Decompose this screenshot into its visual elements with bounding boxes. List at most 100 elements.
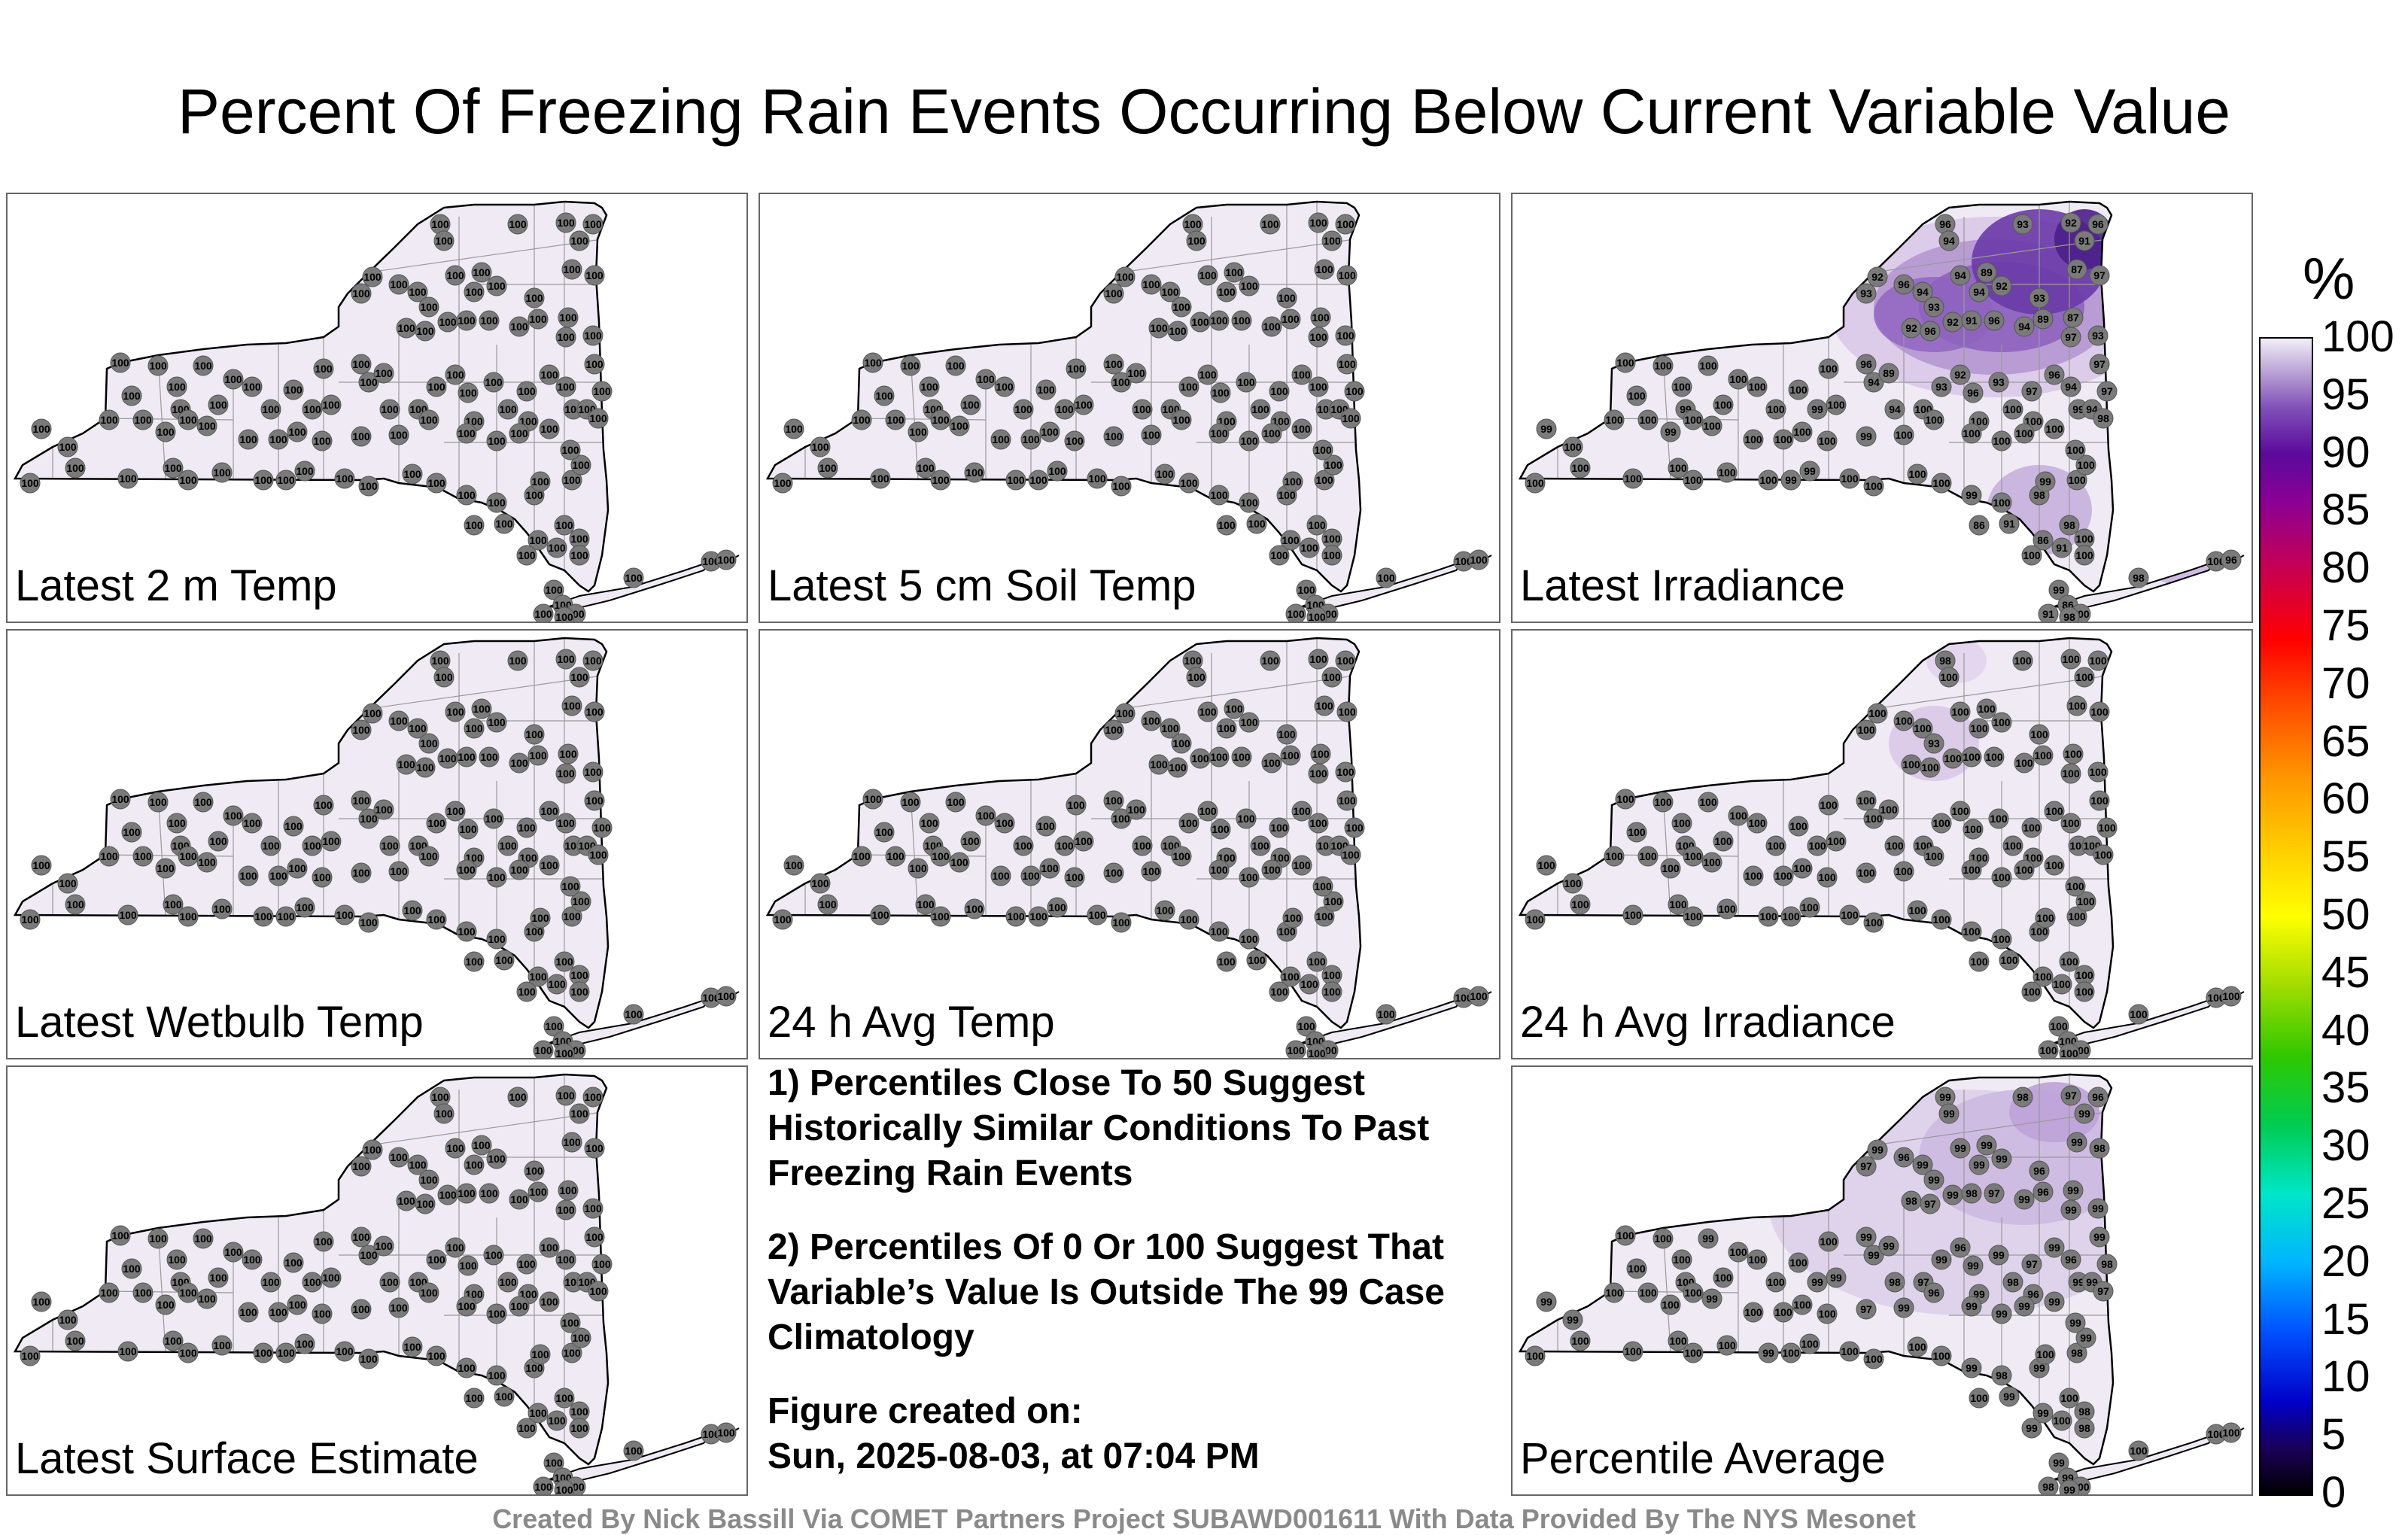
station-marker: 100	[1073, 394, 1094, 415]
station-marker: 100	[1961, 746, 1982, 768]
station-marker: 100	[1716, 462, 1738, 483]
station-value: 100	[1662, 1299, 1680, 1311]
station-marker: 100	[949, 415, 970, 436]
station-marker: 100	[555, 1085, 576, 1106]
county-boundary	[1873, 239, 2108, 273]
station-marker: 99	[1780, 470, 1801, 491]
station-dot	[1103, 790, 1124, 811]
station-dot	[1743, 1302, 1764, 1323]
station-value: 100	[439, 752, 457, 764]
panel-label: Latest 5 cm Soil Temp	[768, 561, 1196, 610]
station-marker: 100	[1525, 909, 1546, 930]
station-marker: 87	[2066, 259, 2087, 280]
station-value: 98	[2078, 1406, 2090, 1418]
station-value: 100	[1218, 722, 1236, 734]
station-marker: 100	[178, 409, 199, 430]
station-value: 100	[390, 715, 408, 727]
station-marker: 99	[2048, 579, 2069, 600]
station-marker: 100	[1991, 867, 2012, 888]
station-value: 100	[1345, 385, 1364, 397]
station-dot	[2075, 891, 2096, 912]
station-marker: 100	[1728, 369, 1749, 390]
station-dot	[2059, 951, 2080, 972]
station-marker: 100	[555, 376, 576, 397]
station-marker: 100	[2060, 763, 2081, 784]
station-marker: 99	[1976, 1135, 1997, 1156]
station-dot	[584, 790, 605, 811]
station-value: 100	[2075, 533, 2093, 545]
station-value: 100	[66, 1335, 84, 1347]
station-value: 100	[529, 534, 547, 546]
station-marker: 94	[1884, 399, 1905, 420]
station-dot	[479, 1183, 500, 1204]
station-marker: 100	[1239, 929, 1260, 950]
station-value: 100	[164, 462, 182, 474]
station-dot	[1839, 904, 1860, 926]
station-marker: 100	[1622, 468, 1643, 489]
station-dot	[1246, 513, 1267, 534]
station-dot	[147, 792, 169, 813]
station-dot	[283, 816, 304, 837]
station-marker: 99	[1867, 1139, 1888, 1160]
station-marker: 100	[351, 719, 372, 740]
station-value: 100	[1951, 805, 1969, 817]
station-dot	[1863, 912, 1884, 933]
station-marker: 100	[211, 1335, 233, 1356]
station-dot	[1988, 1245, 2009, 1266]
station-marker: 100	[2221, 1422, 2242, 1443]
station-dot	[870, 904, 891, 926]
station-value: 100	[360, 916, 378, 929]
station-marker: 100	[810, 436, 831, 457]
station-dot	[1716, 898, 1738, 919]
station-dot	[561, 906, 582, 927]
station-dot	[1250, 835, 1271, 856]
station-dot	[196, 852, 217, 873]
station-marker: 100	[2087, 650, 2109, 671]
station-marker: 100	[1969, 1388, 1990, 1409]
station-value: 100	[1237, 813, 1255, 825]
station-marker: 100	[1336, 265, 1358, 286]
station-dot	[533, 1040, 554, 1058]
station-value: 100	[1338, 706, 1356, 718]
station-value: 100	[495, 1391, 513, 1403]
station-value: 94	[2018, 321, 2030, 333]
station-marker: 100	[1683, 470, 1704, 491]
station-value: 100	[1293, 423, 1311, 435]
station-marker: 100	[1668, 894, 1689, 915]
station-marker: 100	[1893, 710, 1914, 731]
station-marker: 100	[1314, 695, 1335, 716]
station-marker: 100	[1907, 464, 1928, 485]
station-value: 100	[572, 459, 590, 471]
station-dot	[1261, 423, 1282, 444]
station-marker: 100	[1893, 861, 1914, 882]
station-dot	[2087, 761, 2109, 783]
station-value: 100	[1172, 737, 1190, 749]
station-marker: 96	[2044, 364, 2065, 385]
station-value: 100	[534, 1044, 552, 1056]
station-marker: 100	[2002, 399, 2023, 420]
station-marker: 100	[554, 951, 575, 972]
station-marker: 100	[418, 1169, 439, 1190]
station-marker: 100	[509, 316, 530, 337]
station-value: 99	[2069, 1317, 2081, 1329]
station-marker: 99	[1758, 1342, 1779, 1363]
station-marker: 100	[302, 1272, 323, 1293]
station-marker: 98	[1935, 650, 1956, 671]
station-dot	[1713, 1267, 1734, 1288]
station-dot	[582, 761, 604, 783]
station-value: 97	[1917, 1276, 1929, 1288]
station-value: 100	[1639, 414, 1657, 426]
station-value: 91	[2003, 518, 2015, 530]
station-marker: 100	[1308, 376, 1329, 397]
station-value: 100	[1908, 1341, 1926, 1353]
station-value: 94	[1917, 286, 1929, 298]
station-dot	[1961, 1296, 1982, 1317]
station-dot	[994, 376, 1015, 397]
station-value: 100	[1654, 796, 1672, 808]
station-dot	[1126, 363, 1147, 384]
station-dot	[1788, 816, 1809, 837]
station-value: 100	[1237, 376, 1255, 388]
station-value: 94	[1954, 269, 1966, 281]
station-marker: 100	[471, 698, 492, 719]
